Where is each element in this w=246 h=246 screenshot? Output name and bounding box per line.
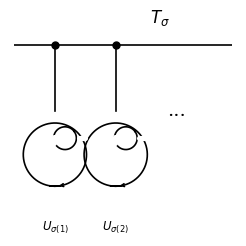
Text: $U_{\sigma(2)}$: $U_{\sigma(2)}$: [102, 219, 129, 236]
Text: $U_{\sigma(1)}$: $U_{\sigma(1)}$: [42, 219, 68, 236]
Text: ...: ...: [167, 102, 186, 120]
Text: $T_\sigma$: $T_\sigma$: [150, 8, 169, 29]
